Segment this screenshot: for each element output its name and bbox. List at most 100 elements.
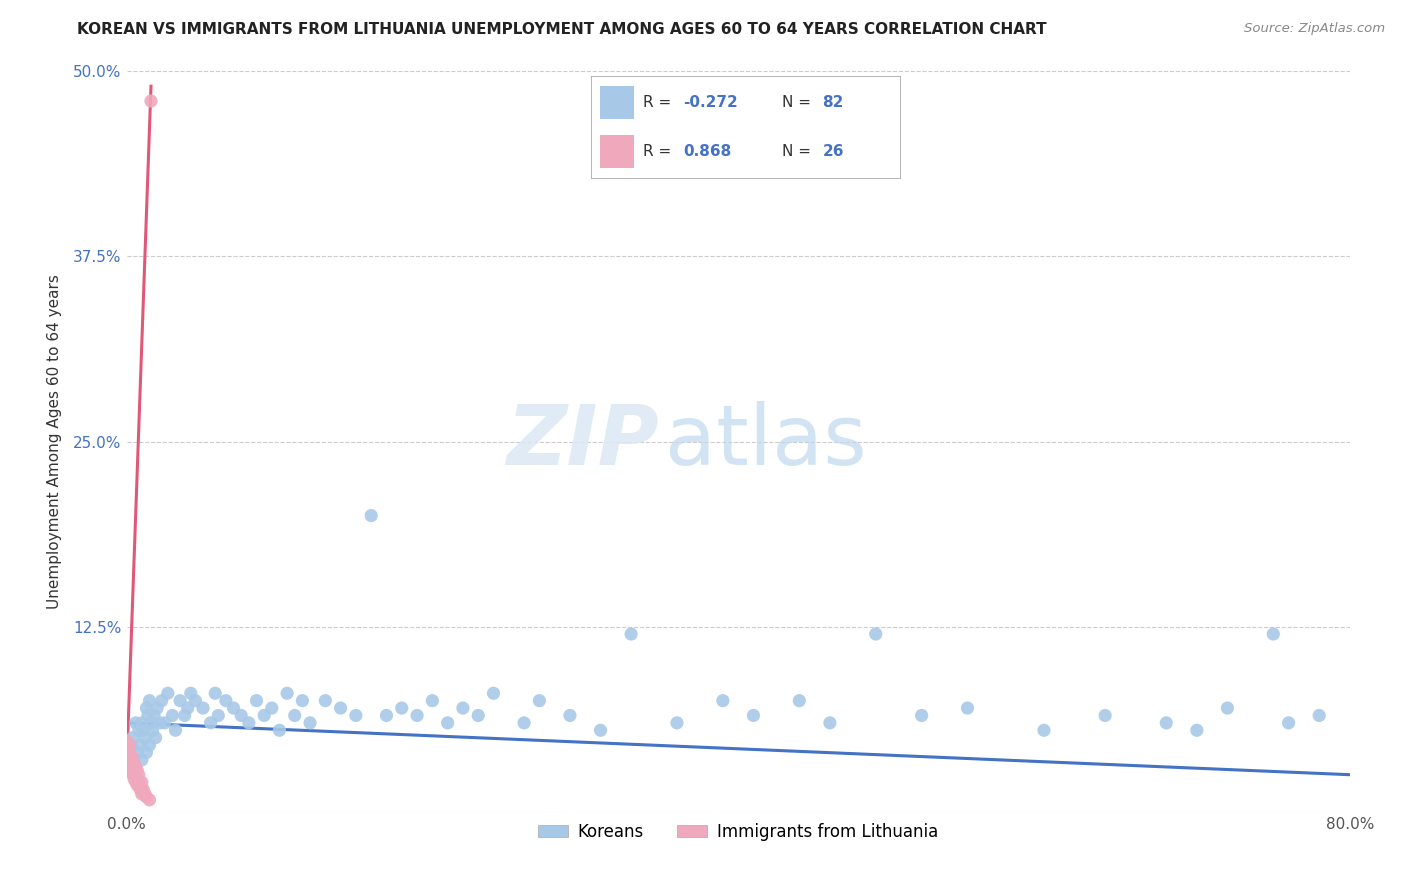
Text: 26: 26 — [823, 145, 844, 160]
Point — [135, 789, 157, 804]
Point — [589, 723, 612, 738]
Point — [558, 708, 581, 723]
Text: R =: R = — [643, 95, 676, 110]
Point — [1308, 708, 1330, 723]
Point — [143, 708, 166, 723]
Point — [513, 715, 536, 730]
Point — [1277, 715, 1299, 730]
Text: N =: N = — [782, 145, 815, 160]
Legend: Koreans, Immigrants from Lithuania: Koreans, Immigrants from Lithuania — [531, 816, 945, 847]
Point — [139, 94, 162, 108]
Point — [451, 701, 474, 715]
Point — [344, 708, 367, 723]
Point — [132, 782, 155, 797]
Point — [146, 701, 169, 715]
Point — [132, 723, 155, 738]
Text: -0.272: -0.272 — [683, 95, 738, 110]
Point — [299, 715, 322, 730]
Point — [122, 757, 145, 772]
Point — [145, 731, 167, 745]
Point — [129, 782, 152, 797]
Point — [165, 723, 187, 738]
Point — [138, 738, 160, 752]
Point — [156, 686, 179, 700]
Point — [742, 708, 765, 723]
Text: 82: 82 — [823, 95, 844, 110]
Text: ZIP: ZIP — [506, 401, 658, 482]
Point — [115, 733, 138, 747]
Point — [406, 708, 429, 723]
Point — [956, 701, 979, 715]
Point — [122, 753, 145, 767]
Point — [121, 767, 143, 781]
Point — [180, 686, 202, 700]
Text: KOREAN VS IMMIGRANTS FROM LITHUANIA UNEMPLOYMENT AMONG AGES 60 TO 64 YEARS CORRE: KOREAN VS IMMIGRANTS FROM LITHUANIA UNEM… — [77, 22, 1047, 37]
Point — [134, 787, 156, 801]
Text: N =: N = — [782, 95, 815, 110]
Point — [135, 701, 157, 715]
Point — [138, 793, 160, 807]
Point — [911, 708, 934, 723]
Point — [162, 708, 184, 723]
Point — [153, 715, 176, 730]
Point — [139, 715, 162, 730]
Text: atlas: atlas — [665, 401, 866, 482]
Point — [529, 694, 551, 708]
Point — [204, 686, 226, 700]
Point — [141, 723, 163, 738]
Point — [1094, 708, 1116, 723]
Point — [131, 775, 153, 789]
Point — [121, 753, 143, 767]
Point — [666, 715, 689, 730]
Point — [128, 767, 150, 781]
Point — [121, 731, 143, 745]
Point — [138, 694, 160, 708]
Point — [422, 694, 444, 708]
Point — [787, 694, 810, 708]
Point — [117, 764, 139, 778]
Point — [131, 787, 153, 801]
Point — [1216, 701, 1239, 715]
Point — [191, 701, 214, 715]
Point — [620, 627, 643, 641]
Point — [865, 627, 887, 641]
Point — [314, 694, 336, 708]
Point — [222, 701, 245, 715]
Point — [135, 746, 157, 760]
Point — [177, 701, 200, 715]
Point — [169, 694, 191, 708]
Point — [127, 778, 149, 792]
Point — [1185, 723, 1208, 738]
Point — [127, 746, 149, 760]
Point — [118, 738, 141, 752]
Point — [231, 708, 253, 723]
Point — [284, 708, 307, 723]
Point — [253, 708, 276, 723]
Point — [149, 715, 172, 730]
Point — [118, 757, 141, 772]
Point — [467, 708, 489, 723]
Point — [117, 746, 139, 760]
Point — [391, 701, 413, 715]
Point — [360, 508, 382, 523]
Point — [200, 715, 222, 730]
Point — [118, 746, 141, 760]
Point — [291, 694, 314, 708]
Point — [125, 775, 148, 789]
Point — [120, 764, 142, 778]
Text: R =: R = — [643, 145, 676, 160]
Point — [122, 772, 145, 786]
Point — [482, 686, 505, 700]
Point — [436, 715, 458, 730]
Point — [1156, 715, 1178, 730]
Point — [125, 715, 148, 730]
Point — [375, 708, 398, 723]
Point — [120, 748, 142, 763]
Text: 0.868: 0.868 — [683, 145, 731, 160]
Point — [128, 723, 150, 738]
Point — [238, 715, 260, 730]
Point — [1263, 627, 1285, 641]
Point — [207, 708, 229, 723]
Point — [129, 738, 152, 752]
Point — [276, 686, 298, 700]
